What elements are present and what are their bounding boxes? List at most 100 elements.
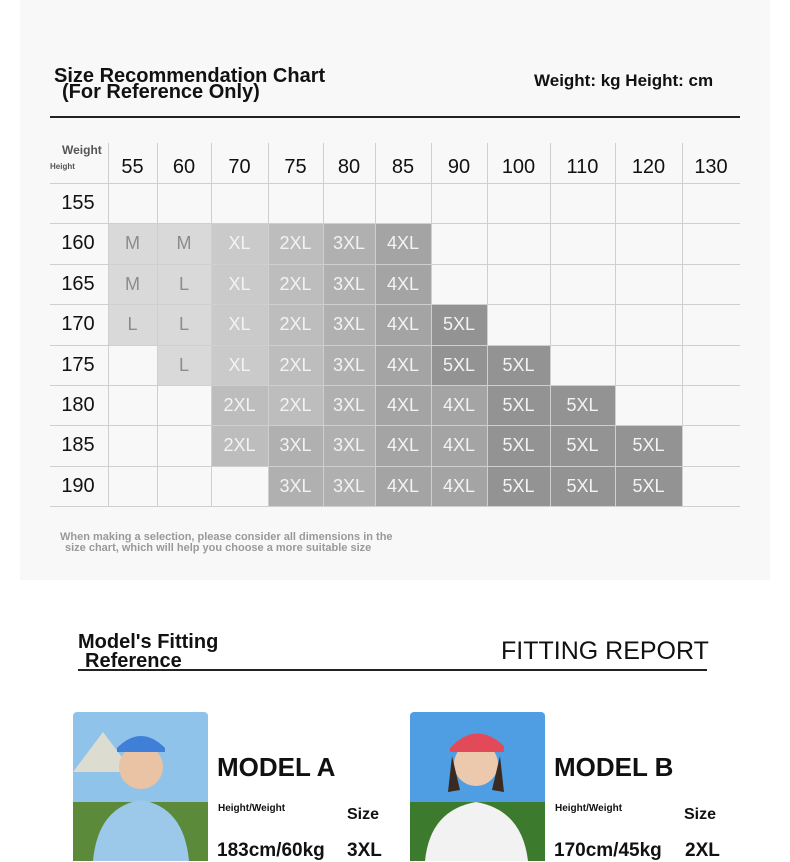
hw: 183cm/60kg: [217, 840, 325, 861]
size-cell: 5XL: [550, 385, 615, 425]
size-cell: 2XL: [268, 345, 323, 385]
height-label: 160: [61, 232, 95, 254]
size-cell: 4XL: [375, 304, 431, 345]
size-cell: XL: [211, 345, 268, 385]
grid-line: [211, 143, 212, 506]
grid-line: [487, 143, 488, 506]
hw: 170cm/45kg: [554, 840, 662, 861]
grid-line: [323, 143, 324, 506]
size-cell: 4XL: [431, 466, 487, 506]
size-cell: M: [157, 223, 211, 264]
units: Weight: kg Height: cm: [534, 71, 714, 90]
grid-line: [550, 143, 551, 506]
grid-line: [50, 425, 740, 426]
size-cell: 4XL: [431, 385, 487, 425]
grid-line: [50, 385, 740, 386]
size-cell: L: [108, 304, 157, 345]
height-label: 190: [61, 474, 95, 497]
size-cell: 4XL: [375, 264, 431, 304]
weight-label: 60: [172, 155, 196, 178]
grid-line: [50, 183, 740, 184]
note: When making a selection, please consider…: [60, 531, 393, 543]
size-cell: 3XL: [323, 425, 375, 466]
size-cell: 3XL: [323, 304, 375, 345]
height-label: 185: [61, 434, 95, 456]
size-cell: 4XL: [375, 345, 431, 385]
grid-line: [615, 143, 616, 506]
size-cell: 3XL: [268, 466, 323, 506]
weight-label: 130: [694, 155, 728, 178]
title: Size Recommendation Chart: [54, 65, 326, 87]
size: 3XL: [347, 840, 382, 861]
model-photo: [73, 712, 208, 861]
size-label: Size: [347, 806, 380, 823]
size-cell: 5XL: [550, 425, 615, 466]
grid-line: [50, 223, 740, 224]
size-cell: 3XL: [323, 385, 375, 425]
size-cell: 3XL: [268, 425, 323, 466]
grid-line: [268, 143, 269, 506]
corner-height: Height: [50, 162, 75, 171]
height-label: 155: [61, 191, 95, 214]
weight-label: 90: [447, 155, 471, 178]
size-cell: 5XL: [615, 425, 682, 466]
size-cell: L: [157, 304, 211, 345]
size-cell: 2XL: [268, 264, 323, 304]
fitting-report: FITTING REPORT: [501, 637, 709, 665]
hw-label: Height/Weight: [218, 803, 286, 814]
size-cell: 2XL: [211, 425, 268, 466]
note: size chart, which will help you choose a…: [65, 542, 372, 554]
size-cell: 3XL: [323, 345, 375, 385]
fitting-title: Reference: [85, 650, 182, 672]
size-cell: 5XL: [550, 466, 615, 506]
subtitle: (For Reference Only): [62, 81, 260, 103]
hw-label: Height/Weight: [555, 803, 623, 814]
size-cell: 3XL: [323, 223, 375, 264]
size-cell: 3XL: [323, 466, 375, 506]
weight-label: 100: [501, 155, 536, 178]
grid-line: [431, 143, 432, 506]
size-cell: 5XL: [487, 425, 550, 466]
size-cell: 3XL: [323, 264, 375, 304]
grid-line: [375, 143, 376, 506]
size-cell: 4XL: [375, 385, 431, 425]
size-cell: L: [157, 345, 211, 385]
fitting-title: Model's Fitting: [78, 631, 219, 653]
weight-label: 110: [566, 155, 599, 178]
size-cell: M: [108, 264, 157, 304]
grid-line: [50, 304, 740, 305]
size-cell: M: [108, 223, 157, 264]
weight-label: 120: [631, 155, 666, 178]
size-cell: 5XL: [431, 345, 487, 385]
size-cell: 5XL: [615, 466, 682, 506]
grid-line: [682, 143, 683, 506]
grid-line: [108, 143, 109, 506]
size-cell: 4XL: [431, 425, 487, 466]
weight-label: 80: [337, 155, 361, 178]
size-cell: XL: [211, 264, 268, 304]
size-cell: 2XL: [268, 385, 323, 425]
grid-line: [50, 345, 740, 346]
model-photo: [410, 712, 545, 861]
size-cell: 4XL: [375, 223, 431, 264]
size-cell: 4XL: [375, 466, 431, 506]
height-label: 180: [61, 393, 95, 416]
weight-label: 85: [391, 155, 415, 178]
size-cell: 2XL: [268, 223, 323, 264]
weight-label: 70: [228, 155, 251, 178]
model-name: MODEL B: [554, 752, 674, 782]
height-label: 175: [61, 353, 95, 376]
size-cell: XL: [211, 304, 268, 345]
weight-label: 55: [121, 155, 144, 178]
size-cell: 5XL: [431, 304, 487, 345]
grid-line: [50, 264, 740, 265]
divider: [78, 669, 707, 671]
size-cell: L: [157, 264, 211, 304]
corner-weight: Weight: [62, 143, 102, 157]
size-cell: 5XL: [487, 466, 550, 506]
grid-line: [50, 466, 740, 467]
model-name: MODEL A: [217, 752, 336, 782]
size: 2XL: [685, 840, 720, 861]
size-cell: 2XL: [211, 385, 268, 425]
